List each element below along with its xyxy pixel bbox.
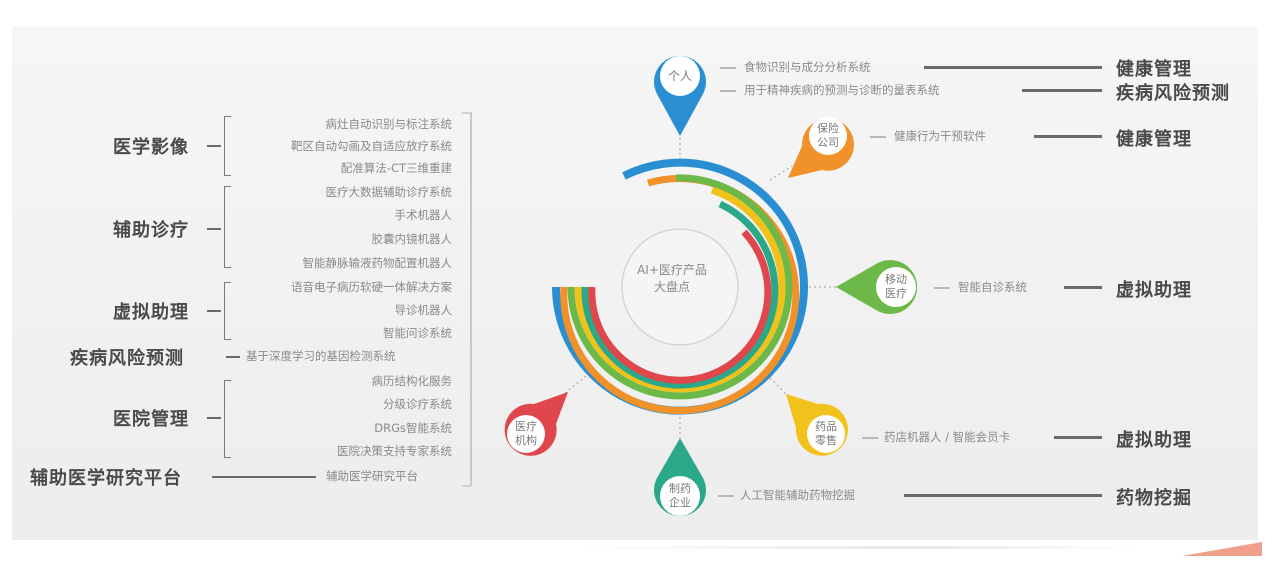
connector-research (212, 476, 316, 478)
tag-personal-risk: 疾病风险预测 (1116, 83, 1230, 104)
right-tick-personal-2 (720, 90, 736, 92)
tag-pharma-mining: 药物挖掘 (1116, 488, 1192, 509)
hospital-item-2: 分级诊疗系统 (383, 397, 452, 411)
pin-insurance (788, 117, 854, 178)
brace-imaging (224, 116, 231, 176)
insurance-item: 健康行为干预软件 (894, 129, 986, 143)
tag-mobile-assistant: 虚拟助理 (1116, 280, 1192, 301)
imaging-item-3: 配准算法-CT三维重建 (340, 161, 452, 175)
right-tick-pharmacy (862, 437, 878, 439)
ring-red (588, 229, 772, 384)
personal-item-1: 食物识别与成分分析系统 (744, 60, 871, 74)
connector-diagnosis (207, 228, 221, 230)
brace-hospital (224, 380, 231, 458)
brace-assistant (224, 282, 231, 340)
tag-insurance-health: 健康管理 (1116, 129, 1192, 150)
hospital-item-4: 医院决策支持专家系统 (337, 444, 452, 458)
right-line-pharmacy (1054, 436, 1102, 439)
center-title: AI+医疗产品 大盘点 (622, 262, 722, 296)
pin-label-insurance: 保险 公司 (808, 122, 848, 150)
center-circle (621, 228, 739, 346)
right-line-personal-2 (1022, 89, 1102, 92)
pin-mobile (836, 260, 918, 315)
pin-label-institution: 医疗 机构 (506, 420, 546, 448)
pin-label-pharmacy: 药品 零售 (806, 420, 846, 448)
connector-risk (226, 356, 240, 358)
connector-assistant (207, 310, 221, 312)
pin-label-institution-1: 医疗 (515, 420, 537, 433)
pin-label-mobile-2: 医疗 (885, 287, 907, 300)
pin-pharmacy (786, 394, 848, 456)
connector-hospital (207, 417, 221, 419)
right-line-personal-1 (924, 66, 1102, 69)
right-tick-insurance (870, 136, 886, 138)
pin-label-pharma-2: 企业 (669, 496, 691, 509)
connector-dots-institution (563, 375, 587, 395)
assistant-item-1: 语音电子病历软硬一体解决方案 (291, 280, 452, 294)
assistant-item-3: 智能问诊系统 (383, 326, 452, 340)
assistant-item-2: 导诊机器人 (394, 303, 453, 317)
category-hospital-management: 医院管理 (113, 409, 189, 430)
right-tick-pharma (718, 495, 734, 497)
imaging-item-1: 病灶自动识别与标注系统 (325, 117, 453, 131)
hospital-item-1: 病历结构化服务 (371, 374, 453, 388)
ring-yellow (574, 186, 786, 393)
pin-label-pharma: 制药 企业 (660, 482, 700, 510)
diagnosis-item-1: 医疗大数据辅助诊疗系统 (325, 185, 453, 199)
right-tick-mobile (934, 287, 950, 289)
category-research-platform: 辅助医学研究平台 (30, 468, 182, 489)
tag-personal-health: 健康管理 (1116, 59, 1192, 80)
diagnosis-item-4: 智能静脉输液药物配置机器人 (302, 256, 453, 270)
pin-label-pharma-1: 制药 (669, 482, 691, 495)
pharmacy-item: 药店机器人 / 智能会员卡 (884, 430, 1011, 444)
pin-institution (504, 392, 568, 456)
bottom-shadow (580, 546, 1140, 549)
mobile-item: 智能自诊系统 (958, 280, 1027, 294)
category-disease-risk: 疾病风险预测 (70, 348, 184, 369)
center-title-line2: 大盘点 (653, 280, 690, 294)
personal-item-2: 用于精神疾病的预测与诊断的量表系统 (744, 83, 940, 97)
connector-dots-insurance (769, 165, 793, 181)
diagnosis-item-2: 手术机器人 (394, 208, 453, 222)
left-bracket-line (470, 112, 472, 486)
category-assisted-diagnosis: 辅助诊疗 (113, 220, 189, 241)
ring-teal (581, 200, 779, 389)
pharma-item: 人工智能辅助药物挖掘 (740, 488, 855, 502)
right-tick-personal-1 (720, 67, 736, 69)
pin-label-institution-2: 机构 (515, 434, 537, 447)
research-item-1: 辅助医学研究平台 (326, 469, 418, 483)
pin-label-pharmacy-2: 零售 (815, 434, 837, 447)
category-virtual-assistant: 虚拟助理 (113, 302, 189, 323)
pin-label-insurance-2: 公司 (817, 136, 839, 149)
left-bracket-top (462, 112, 471, 114)
brace-diagnosis (224, 186, 231, 268)
risk-item-1: 基于深度学习的基因检测系统 (246, 349, 396, 363)
pin-label-personal: 个人 (667, 69, 692, 83)
imaging-item-2: 靶区自动勾画及自适应放疗系统 (291, 139, 452, 153)
pin-label-mobile: 移动 医疗 (876, 273, 916, 301)
pin-label-mobile-1: 移动 (885, 273, 907, 286)
diagnosis-item-3: 胶囊内镜机器人 (371, 232, 453, 246)
hospital-item-3: DRGs智能系统 (374, 421, 452, 435)
connector-imaging (207, 145, 221, 147)
center-title-line1: AI+医疗产品 (637, 263, 707, 277)
category-medical-imaging: 医学影像 (113, 137, 189, 158)
right-line-mobile (1064, 286, 1102, 289)
pin-label-pharmacy-1: 药品 (815, 420, 837, 433)
pin-pharma (654, 438, 707, 517)
pin-personal (654, 55, 707, 137)
tag-pharmacy-assistant: 虚拟助理 (1116, 430, 1192, 451)
ring-green (567, 174, 793, 400)
left-bracket-bottom (462, 485, 471, 487)
right-line-pharma (904, 494, 1102, 497)
corner-decoration (1182, 542, 1262, 556)
pin-label-insurance-1: 保险 (817, 122, 839, 135)
right-line-insurance (1034, 135, 1102, 138)
